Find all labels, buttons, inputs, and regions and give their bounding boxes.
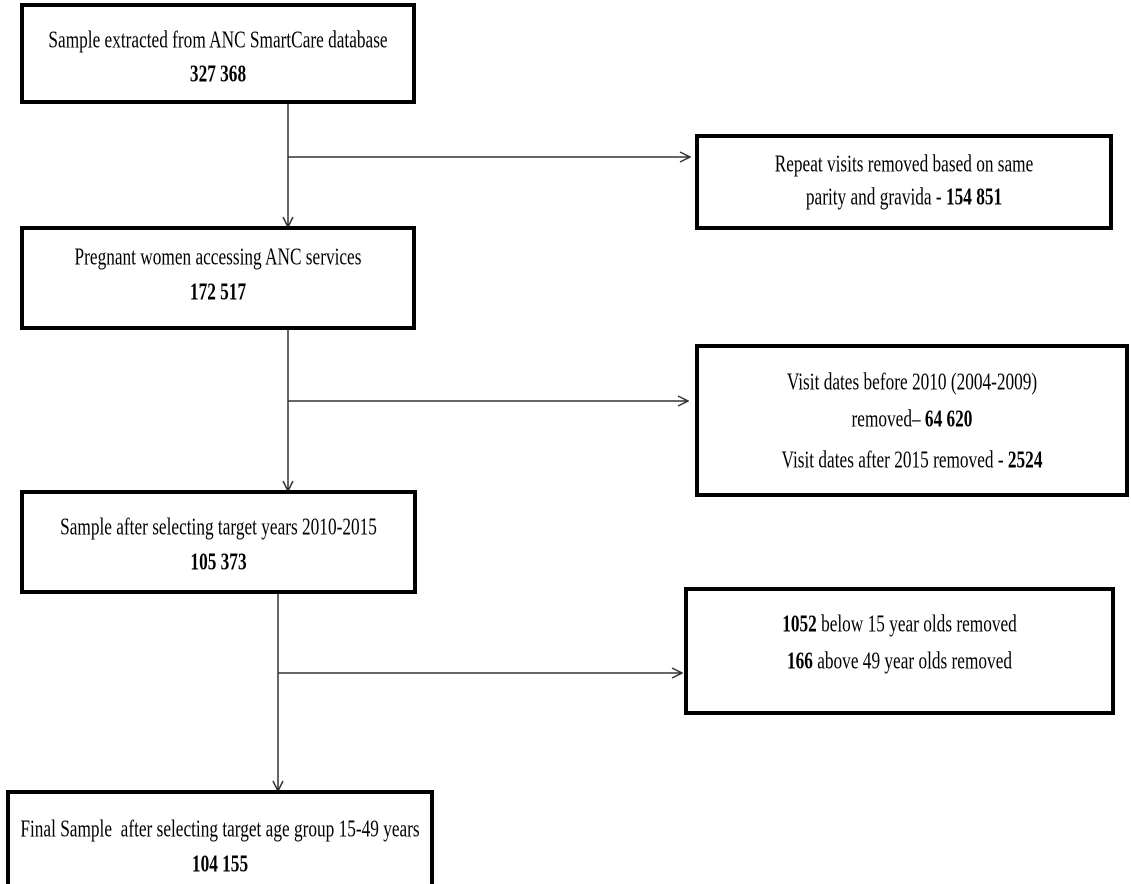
text-line: Repeat visits removed based on same <box>775 150 1034 178</box>
text: parity and gravida - <box>806 183 946 211</box>
bold-text: 64 620 <box>925 405 973 433</box>
bold-text: 172 517 <box>190 278 246 306</box>
text-line: 1052 below 15 year olds removed <box>782 610 1017 638</box>
box-text: parity and gravida - 154 851 <box>806 183 1002 211</box>
box-text: 172 517 <box>190 278 246 306</box>
text-line: 172 517 <box>190 278 246 306</box>
bold-text: 104 155 <box>192 850 248 878</box>
bold-text: 154 851 <box>946 183 1002 211</box>
box-text: 166 above 49 year olds removed <box>787 647 1012 675</box>
box-text: Repeat visits removed based on same <box>775 150 1034 178</box>
box-text: removed– 64 620 <box>852 405 973 433</box>
text-line: Visit dates before 2010 (2004-2009) <box>787 368 1037 396</box>
text-line: removed– 64 620 <box>852 405 973 433</box>
box-text: Sample extracted from ANC SmartCare data… <box>48 26 387 54</box>
text-line: Sample extracted from ANC SmartCare data… <box>48 26 387 54</box>
text-line: Visit dates after 2015 removed - 2524 <box>782 446 1043 474</box>
text: Final Sample after selecting target age … <box>20 815 419 843</box>
box-border <box>695 134 1113 230</box>
text: Sample after selecting target years 2010… <box>60 513 377 541</box>
box-border <box>20 226 416 330</box>
text: Sample extracted from ANC SmartCare data… <box>48 26 387 54</box>
box-text: 1052 below 15 year olds removed <box>782 610 1017 638</box>
connectors <box>278 102 690 791</box>
text: Pregnant women accessing ANC services <box>75 243 362 271</box>
text: removed– <box>852 405 925 433</box>
box-border <box>695 344 1129 497</box>
box-text: 104 155 <box>192 850 248 878</box>
flow-box: Sample after selecting target years 2010… <box>20 490 417 594</box>
bold-text: 2524 <box>1008 446 1043 474</box>
box-border <box>20 490 417 594</box>
box-border <box>684 587 1115 715</box>
box-text: 105 373 <box>190 548 246 576</box>
bold-text: 166 <box>787 647 813 675</box>
flow-box: Repeat visits removed based on same parit… <box>695 134 1113 230</box>
text-line: Pregnant women accessing ANC services <box>75 243 362 271</box>
bold-text: 105 373 <box>190 548 246 576</box>
text-line: Final Sample after selecting target age … <box>20 815 419 843</box>
text: Visit dates after 2015 removed - <box>782 446 1008 474</box>
text-line: 327 368 <box>190 60 246 88</box>
flow-box: Visit dates before 2010 (2004-2009) remov… <box>695 344 1129 497</box>
box-text: Final Sample after selecting target age … <box>20 815 419 843</box>
text: below 15 year olds removed <box>817 610 1018 638</box>
box-text: 327 368 <box>190 60 246 88</box>
bold-text: 327 368 <box>190 60 246 88</box>
text: Visit dates before 2010 (2004-2009) <box>787 368 1037 396</box>
text: above 49 year olds removed <box>813 647 1013 675</box>
text-line: 104 155 <box>192 850 248 878</box>
bold-text: 1052 <box>782 610 817 638</box>
box-text: Pregnant women accessing ANC services <box>75 243 362 271</box>
flow-box: Pregnant women accessing ANC services 172… <box>20 226 416 330</box>
box-border <box>6 790 434 884</box>
flow-box: Sample extracted from ANC SmartCare data… <box>20 3 416 104</box>
box-text: Visit dates after 2015 removed - 2524 <box>782 446 1043 474</box>
text-line: Sample after selecting target years 2010… <box>60 513 377 541</box>
text-line: parity and gravida - 154 851 <box>806 183 1002 211</box>
box-text: Sample after selecting target years 2010… <box>60 513 377 541</box>
text-line: 166 above 49 year olds removed <box>787 647 1012 675</box>
box-text: Visit dates before 2010 (2004-2009) <box>787 368 1037 396</box>
flow-box: Final Sample after selecting target age … <box>6 790 434 884</box>
text-line: 105 373 <box>190 548 246 576</box>
box-border <box>20 3 416 104</box>
text: Repeat visits removed based on same <box>775 150 1034 178</box>
